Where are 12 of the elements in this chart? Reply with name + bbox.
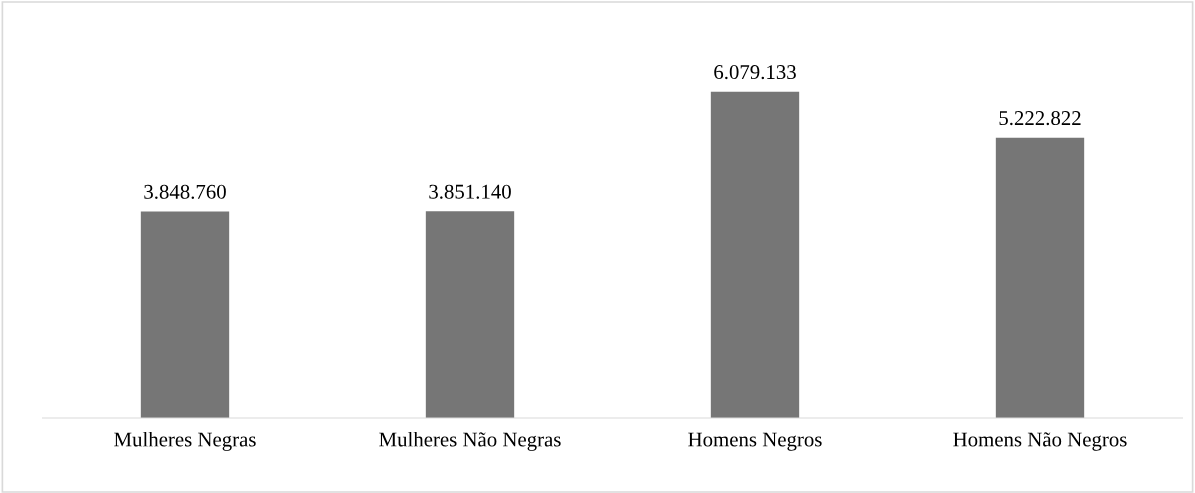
data-label: 3.848.760 xyxy=(144,184,226,199)
bar xyxy=(140,211,230,418)
x-tick-label: Homens Negros xyxy=(688,432,822,451)
x-tick-label: Homens Não Negros xyxy=(953,432,1127,451)
x-tick-label: Mulheres Negras xyxy=(114,431,256,451)
bar xyxy=(425,211,515,418)
bar xyxy=(710,91,800,418)
data-label: 5.222.822 xyxy=(999,111,1081,126)
bar xyxy=(995,137,1085,418)
data-label: 6.079.133 xyxy=(714,65,796,80)
data-label: 3.851.140 xyxy=(429,184,511,199)
x-tick-label: Mulheres Não Negras xyxy=(379,431,561,451)
